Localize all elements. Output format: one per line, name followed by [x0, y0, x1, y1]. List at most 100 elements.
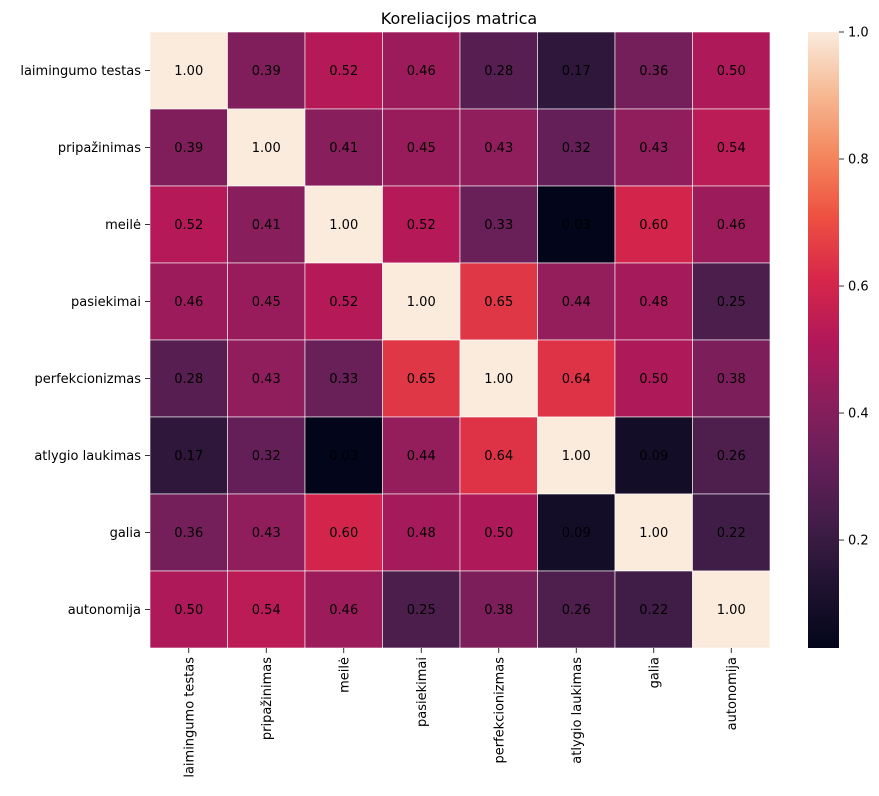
heatmap-cell-r4-c2 [304, 339, 383, 418]
cell-value-r4-c7: 0.38 [717, 372, 746, 387]
chart-title: Koreliacijos matrica [381, 9, 537, 28]
cell-value-r0-c7: 0.50 [717, 64, 746, 79]
heatmap-cell-r1-c3 [382, 108, 461, 187]
cell-value-r1-c3: 0.45 [407, 141, 436, 156]
cell-value-r3-c2: 0.52 [329, 295, 358, 310]
heatmap-cell-r6-c4 [459, 493, 538, 572]
cell-value-r5-c1: 0.32 [252, 449, 281, 464]
heatmap-cell-r4-c7 [692, 339, 771, 418]
heatmap-cell-r2-c1 [227, 185, 306, 264]
heatmap-cell-r7-c4 [459, 570, 538, 649]
cell-value-r4-c3: 0.65 [407, 372, 436, 387]
heatmap-cell-r1-c5 [537, 108, 616, 187]
y-axis-labels: laimingumo testas pripažinimas meilė pasiek… [20, 64, 150, 618]
cell-value-r1-c4: 0.43 [484, 141, 513, 156]
heatmap-cell-r0-c5 [537, 31, 616, 110]
x-tick-label-pasiekimai: pasiekimai [415, 657, 430, 727]
x-tick-label-perfekcionizmas: perfekcionizmas [492, 657, 507, 764]
cell-value-r7-c4: 0.38 [484, 603, 513, 618]
cell-value-r5-c3: 0.44 [407, 449, 436, 464]
heatmap-cell-r5-c6 [614, 416, 693, 495]
heatmap-cell-r3-c2 [304, 262, 383, 341]
heatmap-annotations: 1.00 0.39 0.52 0.46 0.28 0.17 0.36 0.50 0.39 1.00… [174, 64, 745, 618]
heatmap-cell-r2-c2 [304, 185, 383, 264]
x-tick-label-atlygio-laukimas: atlygio laukimas [570, 657, 585, 764]
cell-value-r2-c3: 0.52 [407, 218, 436, 233]
heatmap-cell-r1-c7 [692, 108, 771, 187]
cell-value-r7-c5: 0.26 [562, 603, 591, 618]
cell-value-r7-c3: 0.25 [407, 603, 436, 618]
cell-value-r4-c2: 0.33 [329, 372, 358, 387]
heatmap-cell-r1-c4 [459, 108, 538, 187]
heatmap-cell-r1-c6 [614, 108, 693, 187]
cell-value-r0-c6: 0.36 [639, 64, 668, 79]
cell-value-r0-c1: 0.39 [252, 64, 281, 79]
heatmap-cell-r6-c6 [614, 493, 693, 572]
y-tick-label-meile: meilė [105, 218, 141, 233]
cell-value-r6-c0: 0.36 [174, 526, 203, 541]
cell-value-r5-c2: 0.03 [329, 449, 358, 464]
colorbar-ticks: 0.2 0.4 0.6 0.8 1.0 [839, 26, 869, 549]
heatmap-cell-r5-c4 [459, 416, 538, 495]
cell-value-r1-c1: 1.00 [252, 141, 281, 156]
cell-value-r3-c4: 0.65 [484, 295, 513, 310]
heatmap-cell-r3-c6 [614, 262, 693, 341]
y-tick-label-laimingumo-testas: laimingumo testas [20, 64, 141, 79]
heatmap-cell-r5-c5 [537, 416, 616, 495]
heatmap-cell-r6-c5 [537, 493, 616, 572]
cell-value-r4-c0: 0.28 [174, 372, 203, 387]
cell-value-r7-c1: 0.54 [252, 603, 281, 618]
cell-value-r1-c6: 0.43 [639, 141, 668, 156]
colorbar-tick-label: 0.2 [848, 534, 869, 549]
cell-value-r5-c0: 0.17 [174, 449, 203, 464]
cell-value-r6-c2: 0.60 [329, 526, 358, 541]
cell-value-r2-c2: 1.00 [329, 218, 358, 233]
heatmap-cell-r7-c5 [537, 570, 616, 649]
cell-value-r0-c0: 1.00 [174, 64, 203, 79]
y-tick-label-pripazinimas: pripažinimas [58, 141, 141, 156]
heatmap-cell-r0-c1 [227, 31, 306, 110]
x-tick-label-autonomija: autonomija [725, 657, 740, 730]
heatmap-cell-r2-c4 [459, 185, 538, 264]
heatmap-cell-r0-c2 [304, 31, 383, 110]
heatmap-cell-r2-c7 [692, 185, 771, 264]
cell-value-r3-c5: 0.44 [562, 295, 591, 310]
cell-value-r2-c1: 0.41 [252, 218, 281, 233]
cell-value-r7-c6: 0.22 [639, 603, 668, 618]
y-tick-label-autonomija: autonomija [68, 603, 141, 618]
heatmap-cell-r3-c4 [459, 262, 538, 341]
heatmap-cell-r5-c1 [227, 416, 306, 495]
cell-value-r2-c4: 0.33 [484, 218, 513, 233]
colorbar-tick-label: 0.4 [848, 407, 869, 422]
heatmap-cell-r7-c7 [692, 570, 771, 649]
heatmap-cell-r2-c3 [382, 185, 461, 264]
y-tick-label-perfekcionizmas: perfekcionizmas [35, 372, 142, 387]
colorbar-tick-label: 0.8 [848, 153, 869, 168]
cell-value-r1-c7: 0.54 [717, 141, 746, 156]
heatmap-cell-r3-c3 [382, 262, 461, 341]
x-tick-label-laimingumo-testas: laimingumo testas [182, 657, 197, 778]
cell-value-r2-c6: 0.60 [639, 218, 668, 233]
y-tick-label-galia: galia [110, 526, 141, 541]
heatmap-cell-r6-c0 [149, 493, 228, 572]
cell-value-r5-c5: 1.00 [562, 449, 591, 464]
heatmap-cell-r4-c5 [537, 339, 616, 418]
cell-value-r1-c2: 0.41 [329, 141, 358, 156]
cell-value-r3-c7: 0.25 [717, 295, 746, 310]
cell-value-r6-c3: 0.48 [407, 526, 436, 541]
cell-value-r7-c7: 1.00 [717, 603, 746, 618]
y-tick-label-atlygio-laukimas: atlygio laukimas [34, 449, 141, 464]
cell-value-r5-c6: 0.09 [639, 449, 668, 464]
cell-value-r6-c7: 0.22 [717, 526, 746, 541]
cell-value-r7-c2: 0.46 [329, 603, 358, 618]
cell-value-r4-c5: 0.64 [562, 372, 591, 387]
heatmap-cell-r2-c5 [537, 185, 616, 264]
cell-value-r0-c3: 0.46 [407, 64, 436, 79]
cell-value-r6-c4: 0.50 [484, 526, 513, 541]
cell-value-r5-c4: 0.64 [484, 449, 513, 464]
heatmap-cell-r3-c0 [149, 262, 228, 341]
cell-value-r4-c6: 0.50 [639, 372, 668, 387]
cell-value-r1-c0: 0.39 [174, 141, 203, 156]
heatmap-cells [149, 31, 771, 649]
cell-value-r0-c2: 0.52 [329, 64, 358, 79]
